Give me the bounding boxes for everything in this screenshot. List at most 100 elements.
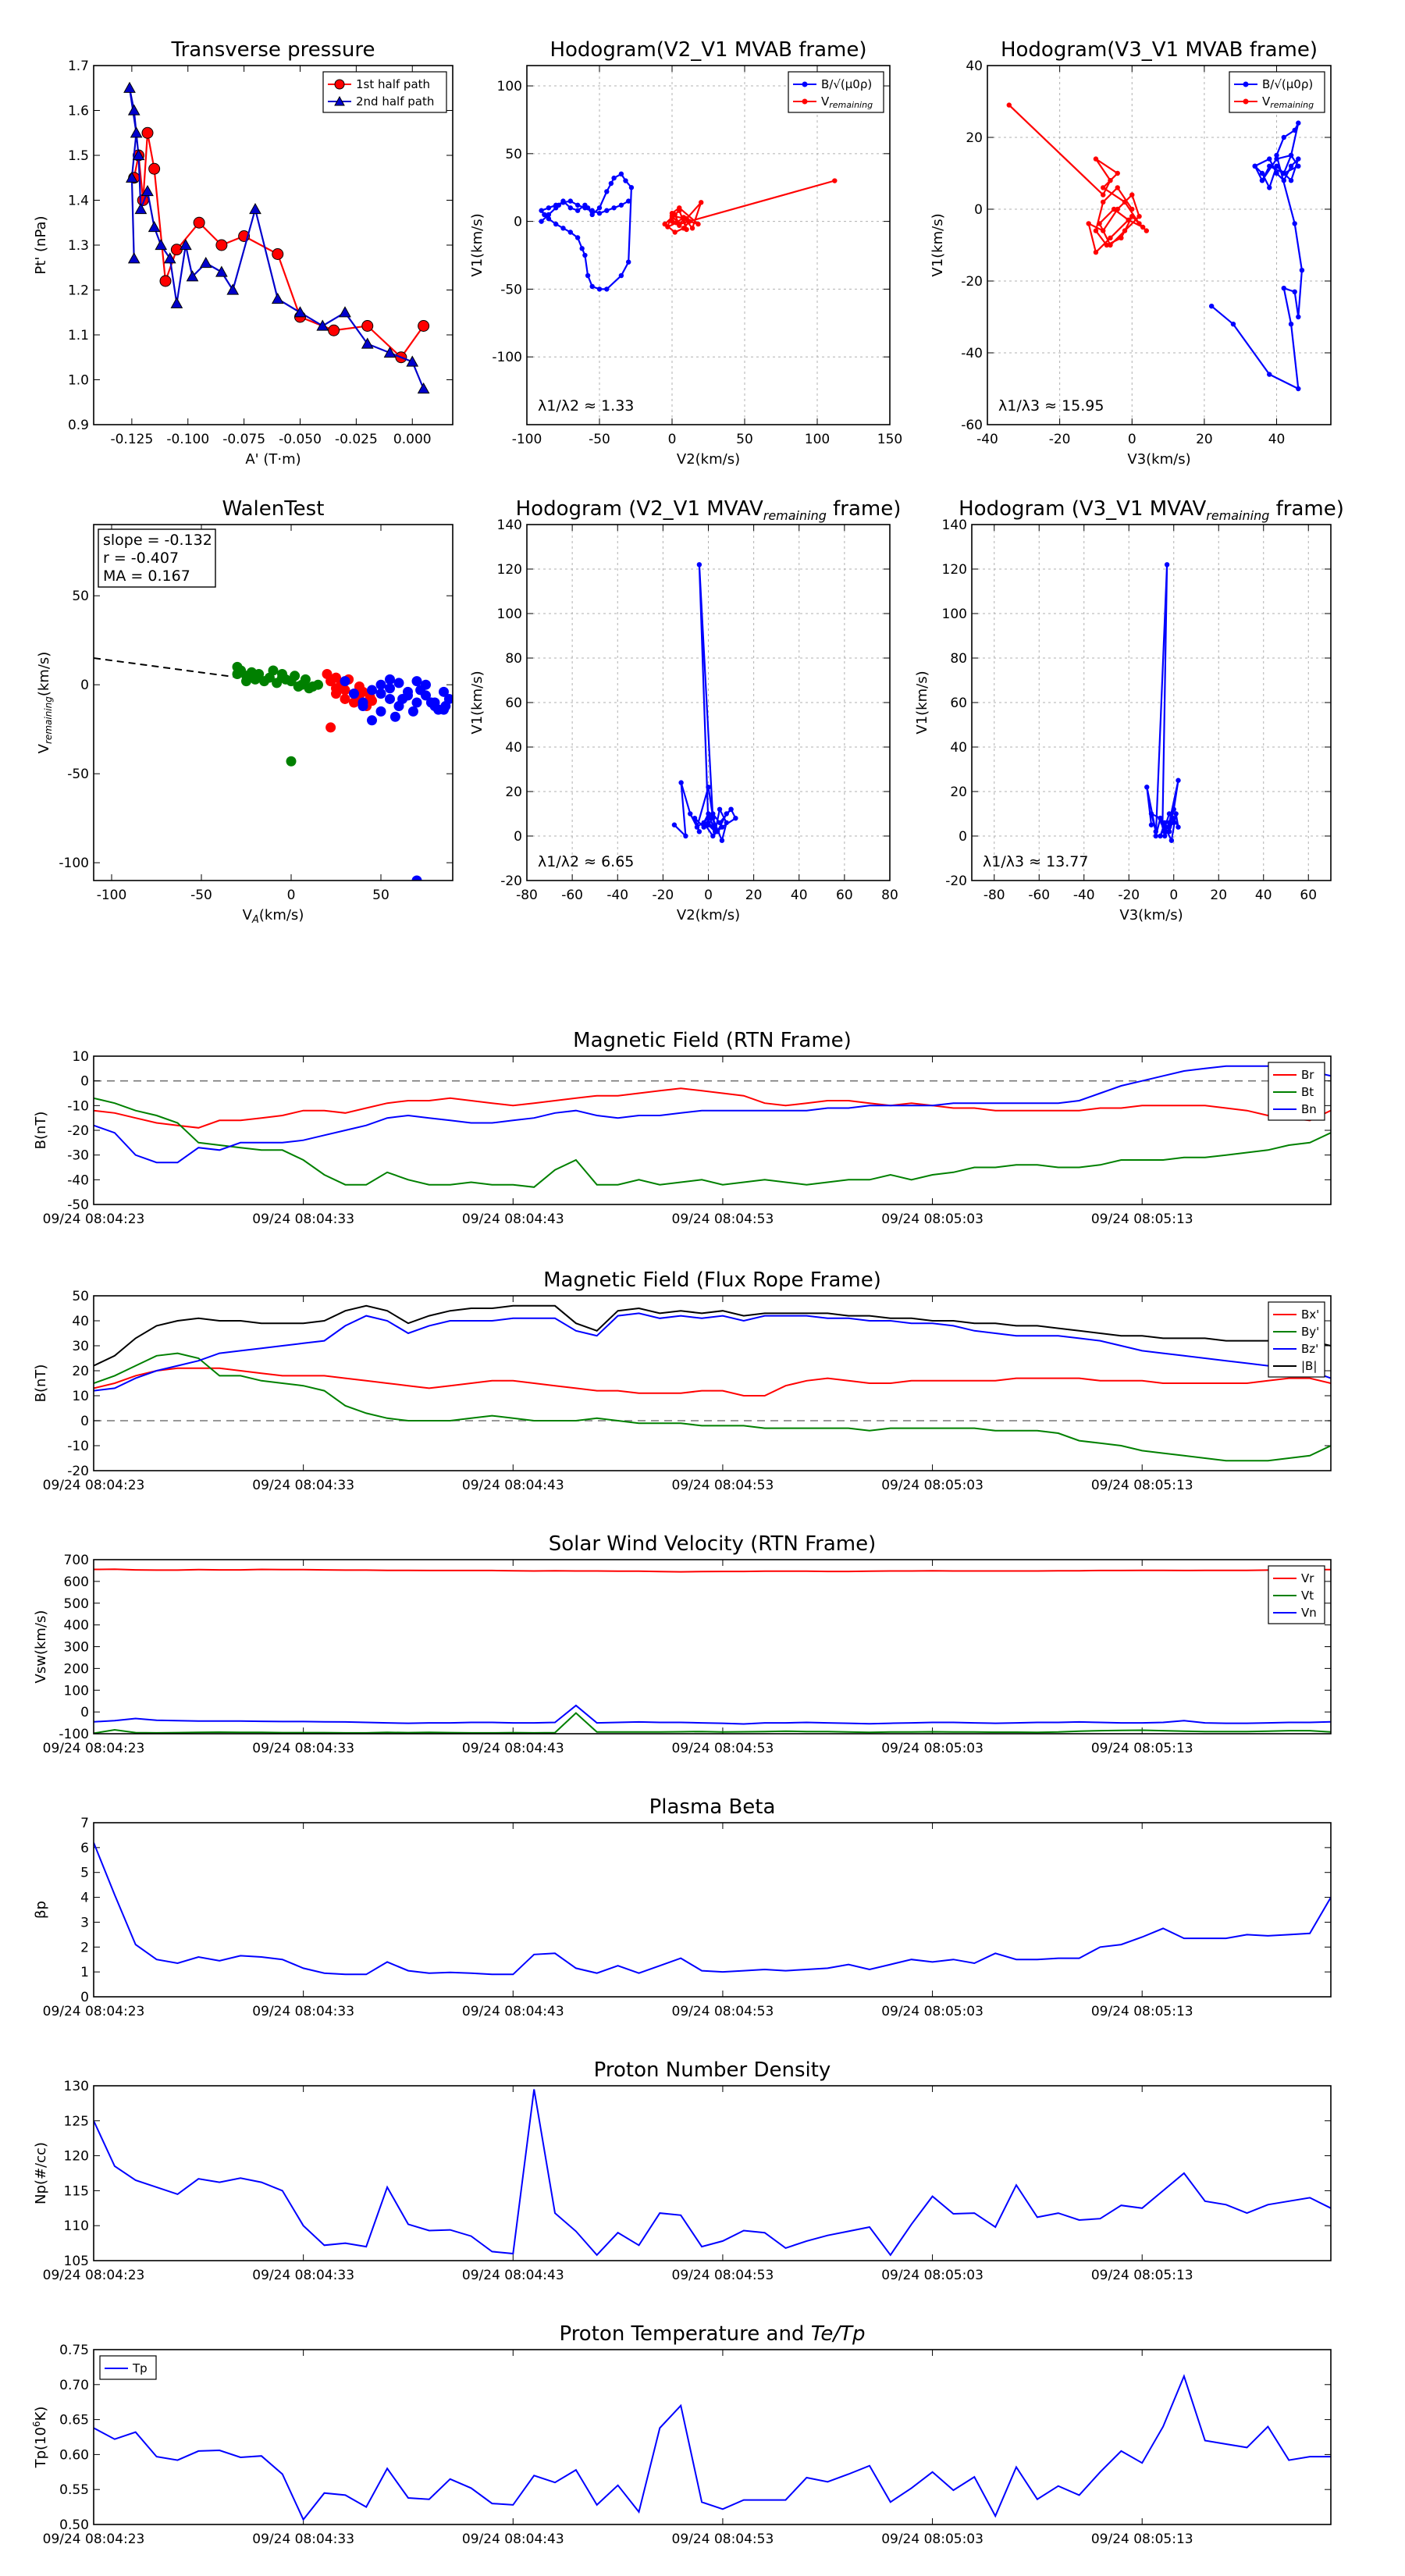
data-point <box>1006 102 1012 108</box>
data-point <box>325 722 336 733</box>
x-tick-label: -60 <box>561 888 583 903</box>
data-point <box>349 697 359 708</box>
x-tick-label: 09/24 08:04:23 <box>43 2268 145 2283</box>
y-tick-label: -100 <box>492 350 522 365</box>
y-axis-label: V1(km/s) <box>469 213 486 276</box>
legend-box <box>1229 71 1325 113</box>
y-tick-label: 120 <box>64 2149 89 2165</box>
y-axis-label: B(nT) <box>33 1112 49 1150</box>
data-point <box>271 292 284 304</box>
series-Bn <box>94 1065 1331 1164</box>
chart-h2: Hodogram(V3_V1 MVAB frame) -40 -20 0 20 40 -60… <box>930 38 1332 468</box>
data-point <box>1115 206 1120 212</box>
x-tick-label: 09/24 08:04:43 <box>462 2004 564 2019</box>
y-tick-label: 0.65 <box>59 2413 89 2428</box>
y-tick-label: 40 <box>72 1314 89 1329</box>
data-point <box>579 246 585 251</box>
plot-area <box>94 1568 1331 1734</box>
data-point <box>1166 829 1172 834</box>
series-line <box>94 1704 1331 1725</box>
y-tick-label: 80 <box>505 651 522 667</box>
y-tick-label: 110 <box>64 2218 89 2234</box>
y-tick-label: -20 <box>67 1123 89 1139</box>
data-point <box>1171 806 1176 813</box>
data-point <box>439 686 449 697</box>
y-tick-label: 0 <box>80 1074 89 1090</box>
data-point <box>293 306 307 318</box>
data-point <box>254 669 265 680</box>
x-tick-label: 09/24 08:05:13 <box>1091 1212 1193 1227</box>
data-point <box>1101 192 1106 197</box>
y-tick-label: 60 <box>505 696 522 711</box>
data-point <box>1126 217 1131 222</box>
data-point <box>1108 242 1113 248</box>
chart-title: Proton Temperature and Te/Tp <box>559 2322 865 2346</box>
legend-marker <box>1243 81 1249 87</box>
data-point <box>367 715 377 726</box>
plot-frame <box>971 524 1332 881</box>
data-point <box>717 806 723 813</box>
series-line <box>94 1842 1331 1976</box>
series-beta <box>94 1842 1331 1976</box>
data-point <box>574 235 581 240</box>
data-point <box>313 679 323 690</box>
legend-label: 1st half path <box>356 77 430 91</box>
data-point <box>717 820 723 826</box>
data-point <box>665 224 670 229</box>
data-point <box>1176 824 1181 830</box>
x-tick-label: -0.025 <box>335 432 378 447</box>
y-axis-label: V1(km/s) <box>930 213 946 276</box>
data-point <box>1153 829 1158 834</box>
data-point <box>1093 250 1099 255</box>
data-point <box>126 171 138 183</box>
data-point <box>1101 228 1106 233</box>
x-tick-label: -0.100 <box>166 432 209 447</box>
plot-area <box>94 2374 1331 2521</box>
series-line <box>94 1568 1331 1573</box>
y-axis-label: Pt' (nPa) <box>33 215 49 274</box>
data-point <box>677 205 682 211</box>
x-tick-label: 09/24 08:04:43 <box>462 1741 564 1756</box>
chart-mag_rtn: Magnetic Field (RTN Frame) 09/24 08:04:23… <box>33 1029 1332 1227</box>
data-point <box>193 216 205 229</box>
data-point <box>669 213 675 219</box>
data-point <box>316 319 329 331</box>
data-point <box>159 275 172 287</box>
data-point <box>1281 178 1286 183</box>
y-tick-label: -40 <box>961 346 983 361</box>
chart-walen: WalenTest -100 -50 0 50 -100 -50 0 50 VA(km/s) Vre… <box>36 497 454 926</box>
data-point <box>574 202 581 208</box>
data-point <box>1140 224 1146 230</box>
data-point <box>582 252 588 258</box>
y-tick-label: 4 <box>80 1891 89 1906</box>
plot-area <box>94 1842 1331 1976</box>
data-point <box>596 286 603 292</box>
data-point <box>692 816 698 821</box>
legend: Bx' By' Bz' |B| <box>1268 1301 1325 1378</box>
chart-h3: Hodogram (V2_V1 MVAVremaining frame)-80-… <box>469 497 901 923</box>
data-point <box>411 697 422 708</box>
chart-title: Plasma Beta <box>649 1795 776 1819</box>
data-point <box>539 219 544 224</box>
data-point <box>696 562 702 568</box>
x-tick-label: -40 <box>1073 888 1095 903</box>
x-tick-label: 09/24 08:04:23 <box>43 1478 145 1493</box>
y-tick-label: 40 <box>505 740 522 756</box>
data-point <box>1129 192 1135 197</box>
data-point <box>1153 833 1158 839</box>
data-point <box>589 212 595 218</box>
series-line <box>133 132 425 359</box>
data-point <box>241 676 251 687</box>
data-point <box>385 693 395 704</box>
data-point <box>407 706 418 717</box>
x-tick-label: -100 <box>512 432 542 447</box>
plot-frame <box>93 1822 1332 1998</box>
legend-label: Bx' <box>1301 1308 1319 1322</box>
x-tick-label: 09/24 08:04:43 <box>462 1212 564 1227</box>
series-line <box>94 2374 1331 2521</box>
x-tick-label: 09/24 08:04:23 <box>43 2004 145 2019</box>
data-point <box>1230 322 1236 327</box>
y-axis-label: V1(km/s) <box>914 671 930 734</box>
data-point <box>215 265 228 277</box>
